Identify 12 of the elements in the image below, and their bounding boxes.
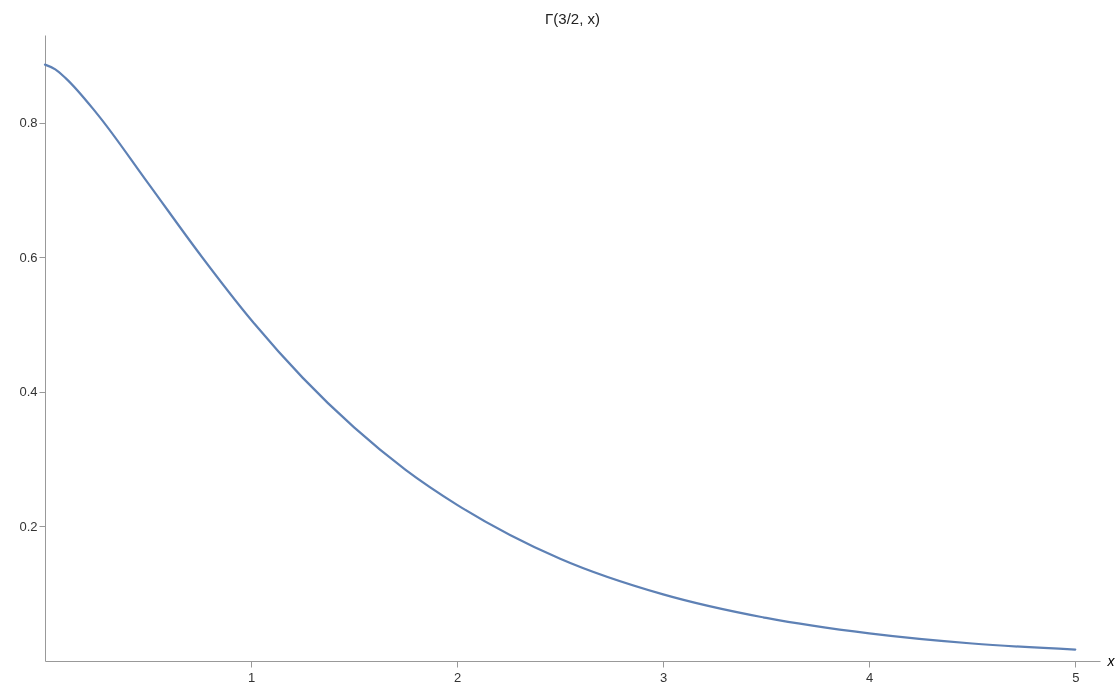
x-tick-label: 4 [866, 669, 874, 685]
x-tick-label: 2 [453, 669, 462, 685]
y-tick-label: 0.6 [19, 249, 38, 265]
y-tick-label: 0.4 [19, 384, 38, 400]
line-series [43, 63, 1077, 651]
x-axis-title: x [1106, 652, 1116, 669]
x-tick-label: 1 [247, 669, 256, 685]
y-tick-label: 0.2 [19, 518, 38, 534]
x-tick-label: 3 [660, 669, 668, 685]
x-tick-label: 5 [1072, 669, 1080, 685]
y-tick-label: 0.8 [19, 115, 38, 131]
chart-title: Γ(3/2, x) [545, 10, 600, 27]
